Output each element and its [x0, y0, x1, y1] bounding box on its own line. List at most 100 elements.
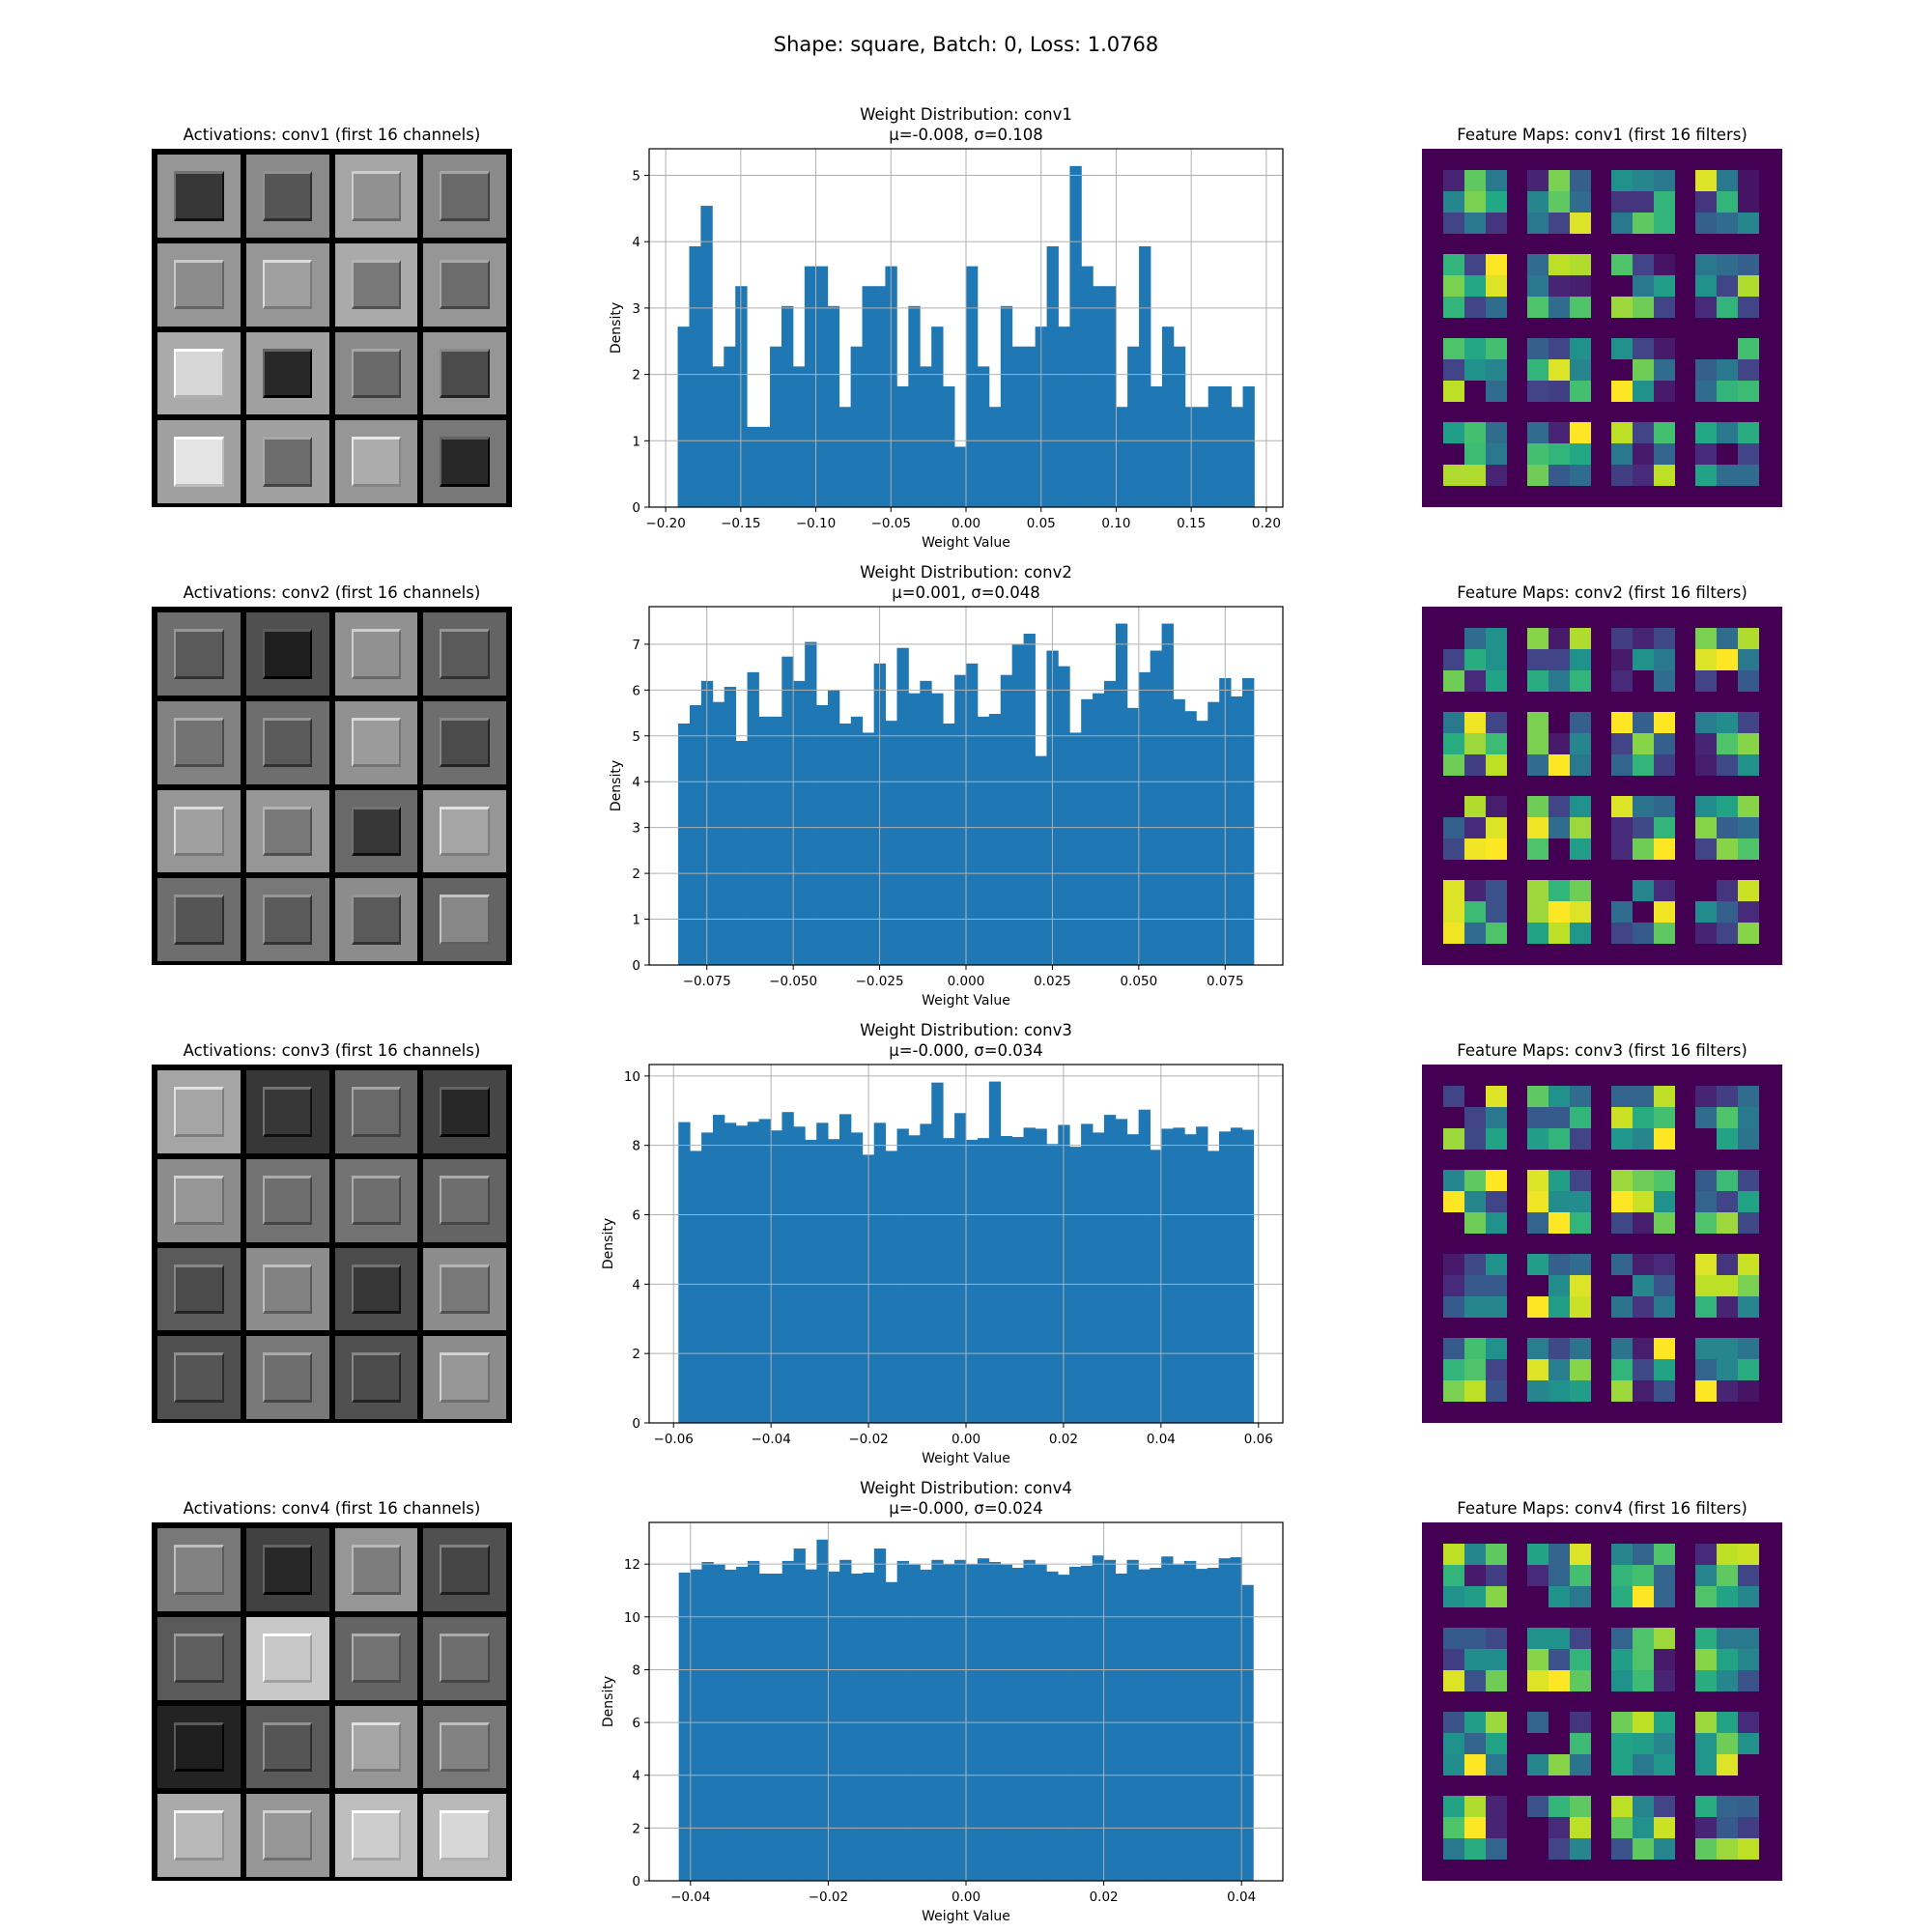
histogram-bar [712, 701, 725, 965]
featuremap-filter-10-cell [1527, 838, 1548, 860]
histogram-bar [1116, 407, 1128, 507]
activation-channel-2 [245, 1070, 329, 1153]
featuremap-filter-16-cell [1717, 443, 1738, 465]
histogram-bar [816, 705, 829, 965]
featuremap-filter-13-cell [1443, 1359, 1464, 1380]
featuremap-filter-9-cell [1486, 1275, 1507, 1296]
featuremap-filter-13-cell [1443, 1817, 1464, 1838]
featuremap-filter-4-cell [1738, 1128, 1759, 1150]
featuremap-filter-7-cell [1633, 712, 1654, 733]
histogram-bar [1196, 1126, 1208, 1423]
featuremap-filter-6-cell [1548, 754, 1570, 776]
activation-square [351, 806, 402, 857]
histogram-bar [724, 1122, 737, 1423]
featuremap-filter-16-cell [1738, 901, 1759, 923]
x-tick-label: 0.075 [1207, 974, 1244, 989]
histogram-bar [1115, 1574, 1127, 1881]
featuremap-filter-2-cell [1548, 1128, 1570, 1150]
featuremap-filter-6-cell [1548, 1670, 1570, 1691]
activation-square [262, 717, 313, 768]
featuremap-filter-4-cell [1695, 628, 1717, 649]
featuremap-filter-8-cell [1695, 1212, 1717, 1234]
featuremap-filter-2-cell [1527, 1565, 1548, 1586]
featuremap-filter-10-cell [1570, 817, 1591, 838]
histogram-bar [1058, 327, 1070, 507]
activation-square [174, 171, 224, 221]
activation-channel-9 [157, 1247, 241, 1331]
histogram-bar [988, 1081, 1002, 1423]
histogram-bar [758, 1574, 772, 1881]
histogram-bar [1092, 1555, 1105, 1881]
histogram-bar [1103, 1115, 1117, 1423]
featuremap-filter-8-cell [1717, 754, 1738, 776]
featuremap-filter-4-cell [1717, 649, 1738, 670]
featuremap-filter-9-cell [1464, 381, 1486, 402]
activation-square [440, 1264, 490, 1315]
featuremap-filter-10-cell [1527, 817, 1548, 838]
histogram-bar [850, 716, 864, 965]
activation-channel-14 [245, 420, 329, 503]
histogram-bar [1195, 1569, 1208, 1881]
featuremap-filter-7-cell [1633, 1191, 1654, 1212]
featuremap-filter-16-cell [1695, 901, 1717, 923]
featuremap-filter-10-cell [1548, 1712, 1570, 1733]
featuremap-filter-15-cell [1611, 1796, 1633, 1817]
featuremap-filter-10-cell [1548, 381, 1570, 402]
featuremap-filter-10-cell [1570, 1712, 1591, 1733]
featuremap-filter-13-cell [1464, 1338, 1486, 1359]
featuremap-filter-7-cell [1633, 254, 1654, 275]
histogram-bar [678, 723, 691, 965]
x-tick-label: 0.10 [1101, 516, 1130, 531]
featuremap-filter-16-cell [1695, 1338, 1717, 1359]
histogram-bar [1231, 696, 1243, 965]
featuremap-filter-9-cell [1464, 796, 1486, 817]
featuremap-filter-2-cell [1527, 191, 1548, 213]
activation-square [351, 895, 402, 945]
y-tick-label: 6 [632, 1208, 640, 1224]
featuremap-filter-4-cell [1717, 170, 1738, 191]
histogram-bar [920, 680, 932, 965]
featuremap-filter-6-cell [1570, 754, 1591, 776]
featuremap-filter-15-cell [1611, 443, 1633, 465]
featuremap-filter-12-cell [1717, 1254, 1738, 1275]
featuremap-filter-15-cell [1611, 880, 1633, 901]
featuremap-filter-13-cell [1443, 1796, 1464, 1817]
featuremap-filter-2-cell [1570, 1544, 1591, 1565]
histogram-bar [873, 1122, 887, 1423]
featuremap-filter-4-cell [1717, 1565, 1738, 1586]
activation-square [440, 1545, 490, 1595]
activation-channel-8 [423, 1158, 506, 1242]
histogram-subtitle: μ=0.001, σ=0.048 [892, 583, 1040, 602]
featuremap-filter-15-cell [1611, 1359, 1633, 1380]
featuremap-filter-4-cell [1695, 213, 1717, 234]
y-axis-label: Density [609, 760, 624, 811]
x-tick-label: −0.06 [654, 1432, 694, 1447]
histogram-bar [735, 1125, 749, 1423]
featuremap-filter-16-cell [1738, 1796, 1759, 1817]
activation-channel-4 [423, 155, 506, 238]
featuremap-filter-6-cell [1527, 1212, 1548, 1234]
featuremap-filter-15-cell [1654, 443, 1675, 465]
histogram-bar [977, 716, 990, 965]
featuremap-filter-13-cell [1443, 443, 1464, 465]
featuremap-filter-5-cell [1443, 1191, 1464, 1212]
histogram-bar [690, 1569, 702, 1881]
featuremap-filter-16-cell [1717, 1796, 1738, 1817]
featuremap-filter-8-cell [1738, 254, 1759, 275]
activation-square [440, 1633, 490, 1684]
featuremap-filter-11-cell [1633, 1733, 1654, 1754]
featuremap-filter-7-cell [1633, 754, 1654, 776]
featuremap-filter-6-cell [1527, 1628, 1548, 1649]
featuremap-filter-6-cell [1548, 275, 1570, 297]
x-tick-label: 0.050 [1121, 974, 1158, 989]
histogram-bar [1069, 1566, 1082, 1881]
featuremap-filter-14-cell [1548, 443, 1570, 465]
featuremap-filter-10-cell [1570, 359, 1591, 381]
featuremap-filter-9-cell [1443, 359, 1464, 381]
featuremap-filter-13-cell [1464, 1380, 1486, 1402]
featuremap-filter-12-cell [1738, 1733, 1759, 1754]
featuremap-filter-10-cell [1548, 817, 1570, 838]
featuremap-filter-6-cell [1527, 1670, 1548, 1691]
featuremap-filter-14-cell [1548, 923, 1570, 944]
featuremap-filter-16-cell [1738, 465, 1759, 486]
